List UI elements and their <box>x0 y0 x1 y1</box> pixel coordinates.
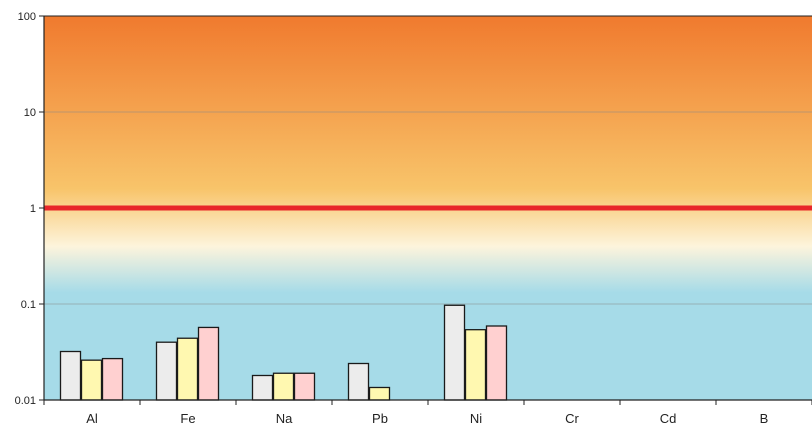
bar <box>293 372 316 401</box>
bar <box>176 337 199 401</box>
x-tick-label: B <box>760 411 769 426</box>
y-tick-label: 1 <box>30 203 36 215</box>
x-tick-labels: Al Fe Na Pb Ni Cr Cd B <box>86 411 768 426</box>
bar <box>251 374 274 401</box>
y-tick-label: 0.1 <box>21 299 36 311</box>
bar <box>101 357 124 401</box>
axes <box>43 15 812 405</box>
bars <box>59 304 508 401</box>
bar <box>485 325 508 401</box>
x-tick-label: Pb <box>372 411 388 426</box>
bar <box>272 372 295 401</box>
x-tick-label: Cr <box>565 411 579 426</box>
bar <box>347 362 370 401</box>
y-tick-label: 10 <box>24 107 36 119</box>
x-tick-label: Fe <box>180 411 195 426</box>
bar <box>155 341 178 401</box>
x-tick-label: Al <box>86 411 98 426</box>
bar <box>197 326 220 401</box>
bar <box>368 386 391 401</box>
y-tick-label: 100 <box>18 11 36 23</box>
x-tick-label: Ni <box>470 411 482 426</box>
y-tick-labels: 100 10 1 0.1 0.01 <box>15 11 36 407</box>
bar <box>59 350 82 401</box>
bar <box>464 329 487 401</box>
x-tick-label: Cd <box>660 411 677 426</box>
y-tick-label: 0.01 <box>15 395 36 407</box>
bar <box>80 359 103 401</box>
bar <box>443 304 466 401</box>
x-tick-label: Na <box>276 411 293 426</box>
